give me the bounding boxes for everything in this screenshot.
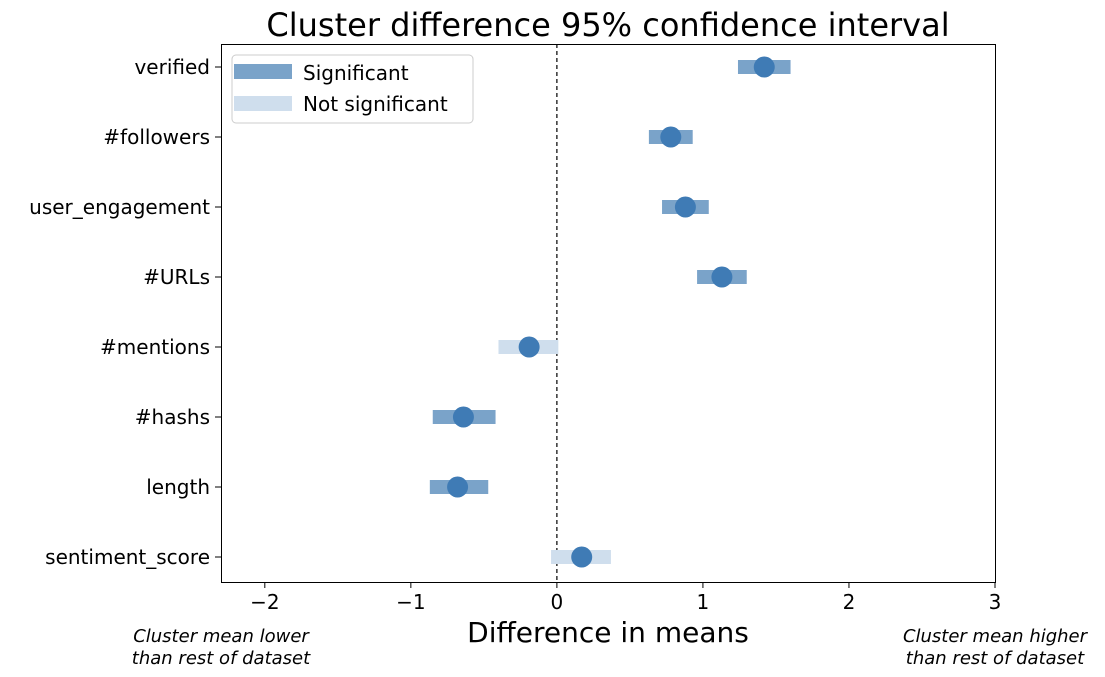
mean-point — [660, 126, 682, 148]
x-tick-label: 2 — [843, 590, 856, 614]
side-note-left-line1: Cluster mean lower — [133, 626, 310, 647]
mean-point — [711, 266, 733, 288]
legend-box — [231, 54, 474, 124]
x-tick-label: −2 — [250, 590, 279, 614]
x-tick-label: 1 — [697, 590, 710, 614]
legend-label-not-significant: Not significant — [303, 92, 448, 116]
x-tick-label: 0 — [551, 590, 564, 614]
legend-swatch-not-significant — [234, 96, 292, 111]
y-tick-label: user_engagement — [29, 195, 210, 219]
x-tick-label: −1 — [396, 590, 425, 614]
x-tick-label: 3 — [989, 590, 1002, 614]
mean-point — [674, 196, 696, 218]
chart-title: Cluster difference 95% confidence interv… — [266, 6, 949, 44]
mean-point — [452, 406, 474, 428]
side-note-right-line1: Cluster mean higher — [903, 626, 1089, 647]
side-note-left-line2: than rest of dataset — [132, 648, 311, 669]
y-tick-label: verified — [134, 55, 210, 79]
legend: Significant Not significant — [231, 54, 474, 124]
legend-swatch-significant — [234, 64, 292, 79]
legend-label-significant: Significant — [303, 61, 409, 85]
mean-point — [518, 336, 540, 358]
mean-point — [447, 476, 469, 498]
plot-frame — [221, 44, 996, 583]
y-tick-label: length — [146, 475, 210, 499]
y-tick-label: #mentions — [100, 335, 210, 359]
mean-point — [753, 56, 775, 78]
side-note-right-line2: than rest of dataset — [906, 648, 1085, 669]
y-tick-label: #hashs — [135, 405, 210, 429]
y-tick-label: sentiment_score — [45, 545, 210, 569]
y-tick-label: #URLs — [143, 265, 210, 289]
mean-point — [571, 546, 593, 568]
x-axis-label: Difference in means — [467, 616, 749, 649]
y-tick-label: #followers — [103, 125, 210, 149]
